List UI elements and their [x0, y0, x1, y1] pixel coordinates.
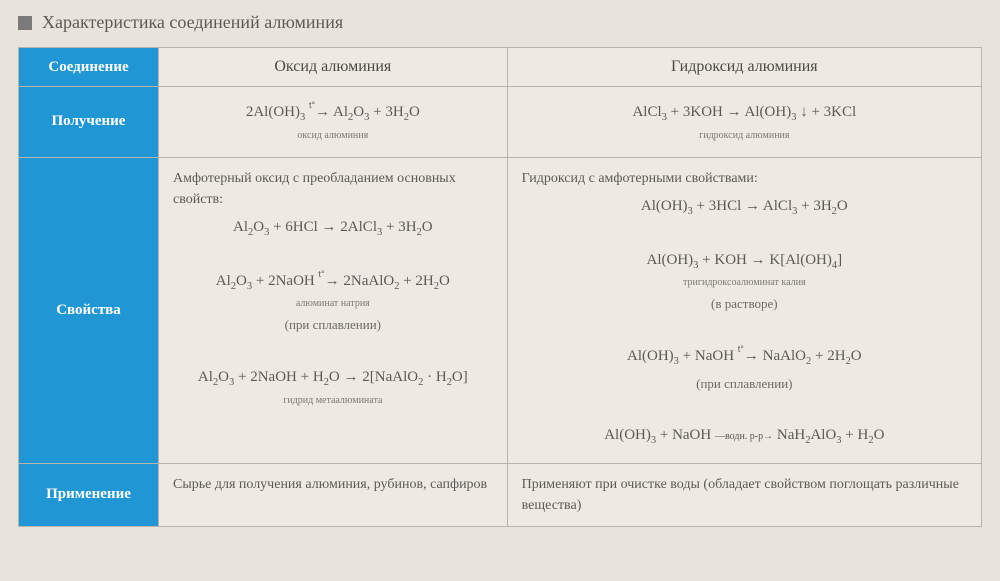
formula-hydroxide-3: Al(OH)3 + NaOH t°→ NaAlO2 + 2H2O: [522, 345, 967, 370]
header-col-hydroxide: Гидроксид алюминия: [507, 48, 981, 87]
table-row-application: Применение Сырье для получения алюминия,…: [19, 463, 982, 526]
sublabel-oxide-prep: оксид алюминия: [173, 128, 493, 143]
formula-oxide-3: Al2O3 + 2NaOH + H2O → 2[NaAlO2 · H2O]: [173, 366, 493, 391]
table-header-row: Соединение Оксид алюминия Гидроксид алюм…: [19, 48, 982, 87]
row-label-preparation: Получение: [19, 87, 159, 158]
formula-hydroxide-1: Al(OH)3 + 3HCl → AlCl3 + 3H2O: [522, 195, 967, 220]
title-bullet-icon: [18, 16, 32, 30]
hydroxide-prop-desc: Гидроксид с амфотерными свойствами:: [522, 168, 967, 189]
cell-oxide-application: Сырье для получения алюминия, рубинов, с…: [159, 463, 508, 526]
table-row-properties: Свойства Амфотерный оксид с преобладание…: [19, 157, 982, 463]
cell-oxide-properties: Амфотерный оксид с преобладанием основны…: [159, 157, 508, 463]
note-hydroxide-2: (в растворе): [522, 294, 967, 314]
formula-hydroxide-2: Al(OH)3 + KOH → K[Al(OH)4]: [522, 249, 967, 274]
formula-oxide-1: Al2O3 + 6HCl → 2AlCl3 + 3H2O: [173, 216, 493, 241]
formula-hydroxide-prep: AlCl3 + 3KOH → Al(OH)3 ↓ + 3KCl: [522, 101, 967, 126]
header-row-label: Соединение: [19, 48, 159, 87]
sublabel-oxide-3: гидрид метаалюмината: [173, 393, 493, 408]
cell-hydroxide-application: Применяют при очистке воды (обладает сво…: [507, 463, 981, 526]
formula-oxide-prep: 2Al(OH)3 t°→ Al2O3 + 3H2O: [173, 101, 493, 126]
oxide-prop-desc: Амфотерный оксид с преобладанием основны…: [173, 168, 493, 210]
header-col-oxide: Оксид алюминия: [159, 48, 508, 87]
table-row-preparation: Получение 2Al(OH)3 t°→ Al2O3 + 3H2O окси…: [19, 87, 982, 158]
formula-hydroxide-4: Al(OH)3 + NaOH —водн. р-р→ NaH2AlO3 + H2…: [522, 424, 967, 449]
note-oxide-2: (при сплавлении): [173, 315, 493, 335]
cell-hydroxide-preparation: AlCl3 + 3KOH → Al(OH)3 ↓ + 3KCl гидрокси…: [507, 87, 981, 158]
formula-oxide-2: Al2O3 + 2NaOH t°→ 2NaAlO2 + 2H2O: [173, 270, 493, 295]
page-title: Характеристика соединений алюминия: [42, 12, 343, 33]
page-title-row: Характеристика соединений алюминия: [18, 12, 982, 33]
sublabel-hydroxide-prep: гидроксид алюминия: [522, 128, 967, 143]
row-label-application: Применение: [19, 463, 159, 526]
cell-oxide-preparation: 2Al(OH)3 t°→ Al2O3 + 3H2O оксид алюминия: [159, 87, 508, 158]
compounds-table: Соединение Оксид алюминия Гидроксид алюм…: [18, 47, 982, 527]
sublabel-hydroxide-2: тригидроксоалюминат калия: [522, 275, 967, 290]
note-hydroxide-3: (при сплавлении): [522, 374, 967, 394]
cell-hydroxide-properties: Гидроксид с амфотерными свойствами: Al(O…: [507, 157, 981, 463]
row-label-properties: Свойства: [19, 157, 159, 463]
sublabel-oxide-2: алюминат натрия: [173, 296, 493, 311]
